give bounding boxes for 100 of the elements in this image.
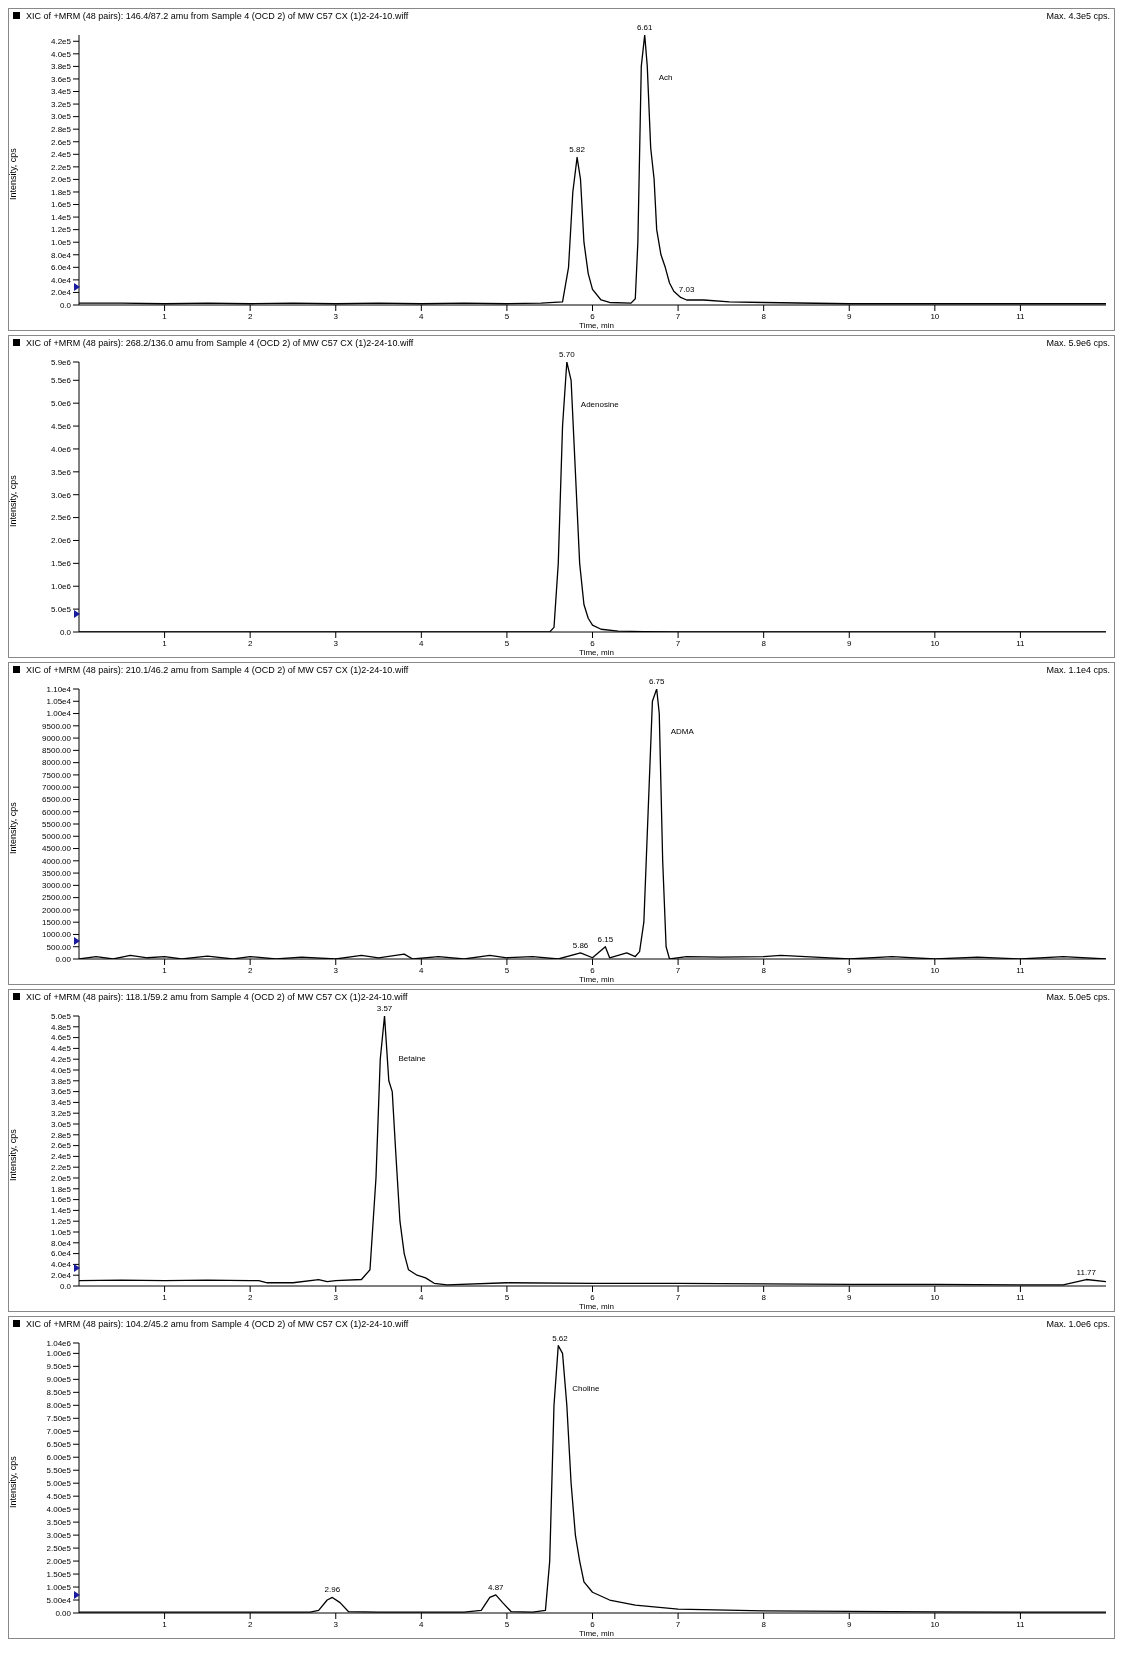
annotation: 7.03 — [678, 285, 695, 295]
x-tick-label: 5 — [504, 1619, 510, 1629]
chart-title: XIC of +MRM (48 pairs): 268.2/136.0 amu from Sample 4 (OCD 2) of MW C57 CX (1)2-24-10.wiff — [26, 338, 414, 348]
y-tick-label: 8.00e5 — [46, 1401, 72, 1411]
x-tick-label: 5 — [504, 965, 510, 975]
x-tick-label: 3 — [333, 965, 339, 975]
y-tick-label: 4.5e6 — [50, 421, 72, 431]
y-tick-label: 3.6e5 — [50, 1087, 72, 1097]
y-tick-label: 8.0e4 — [50, 250, 72, 260]
y-tick-label: 7.50e5 — [46, 1414, 72, 1424]
x-tick-label: 9 — [847, 638, 853, 648]
y-tick-label: 4.0e4 — [50, 275, 72, 285]
y-tick-label: 0.0 — [59, 300, 72, 310]
y-tick-label: 5.0e5 — [50, 604, 72, 614]
annotation: Adenosine — [580, 400, 620, 409]
x-tick-label: 1 — [162, 638, 168, 648]
y-tick-label: 9.50e5 — [46, 1362, 72, 1372]
y-tick-label: 1.0e6 — [50, 582, 72, 592]
y-tick-label: 5.0e5 — [50, 1011, 72, 1021]
x-tick-label: 10 — [930, 1619, 940, 1629]
x-tick-label: 2 — [247, 1619, 253, 1629]
y-tick-label: 5.5e6 — [50, 376, 72, 386]
y-tick-label: 0.00 — [55, 954, 72, 964]
x-tick-label: 1 — [162, 965, 168, 975]
x-axis-title: Time, min — [578, 648, 615, 657]
y-tick-label: 3.4e5 — [50, 87, 72, 97]
y-tick-label: 4500.00 — [42, 844, 72, 854]
y-tick-label: 4000.00 — [42, 856, 72, 866]
x-tick-label: 4 — [419, 1619, 425, 1629]
y-tick-label: 1.4e5 — [50, 212, 72, 222]
annotation: 3.57 — [376, 1004, 393, 1013]
y-tick-label: 2.0e5 — [50, 175, 72, 185]
y-tick-label: 5000.00 — [42, 832, 72, 842]
annotation: 4.87 — [488, 1582, 505, 1592]
x-tick-label: 10 — [930, 638, 940, 648]
chart-title: XIC of +MRM (48 pairs): 146.4/87.2 amu from Sample 4 (OCD 2) of MW C57 CX (1)2-24-10.wiff — [26, 11, 409, 21]
y-tick-label: 1.2e5 — [50, 225, 72, 235]
x-tick-label: 6 — [590, 1292, 596, 1302]
y-tick-label: 4.0e4 — [50, 1260, 72, 1270]
x-tick-label: 2 — [247, 1292, 253, 1302]
y-tick-label: 9000.00 — [42, 733, 72, 743]
y-tick-label: 5500.00 — [42, 819, 72, 829]
y-tick-label: 2000.00 — [42, 905, 72, 915]
y-tick-label: 3.2e5 — [50, 99, 72, 109]
x-tick-label: 1 — [162, 1292, 168, 1302]
annotation: 11.77 — [1076, 1267, 1097, 1277]
y-tick-label: 2500.00 — [42, 893, 72, 903]
x-tick-label: 9 — [847, 965, 853, 975]
x-tick-label: 10 — [930, 311, 940, 321]
x-tick-label: 3 — [333, 311, 339, 321]
x-tick-label: 5 — [504, 311, 510, 321]
y-tick-label: 8.50e5 — [46, 1388, 72, 1398]
x-tick-label: 11 — [1016, 965, 1026, 975]
y-tick-label: 3.8e5 — [50, 62, 72, 72]
y-tick-label: 6.0e4 — [50, 263, 72, 273]
x-tick-label: 6 — [590, 965, 596, 975]
y-tick-label: 1.8e5 — [50, 187, 72, 197]
x-tick-label: 7 — [675, 638, 681, 648]
y-tick-label: 3.8e5 — [50, 1076, 72, 1086]
y-tick-label: 1.4e5 — [50, 1206, 72, 1216]
chart-title: XIC of +MRM (48 pairs): 118.1/59.2 amu from Sample 4 (OCD 2) of MW C57 CX (1)2-24-10.wiff — [26, 992, 408, 1002]
y-tick-label: 1.04e6 — [46, 1338, 72, 1348]
y-tick-label: 6.00e5 — [46, 1453, 72, 1463]
y-tick-label: 4.8e5 — [50, 1022, 72, 1032]
y-tick-label: 2.2e5 — [50, 1163, 72, 1173]
y-tick-label: 2.8e5 — [50, 1130, 72, 1140]
y-tick-label: 6.50e5 — [46, 1440, 72, 1450]
x-tick-label: 1 — [162, 311, 168, 321]
annotation: ADMA — [670, 727, 695, 736]
x-tick-label: 5 — [504, 1292, 510, 1302]
y-tick-label: 5.0e6 — [50, 399, 72, 409]
x-tick-label: 7 — [675, 311, 681, 321]
y-tick-label: 7500.00 — [42, 770, 72, 780]
y-tick-label: 2.4e5 — [50, 1152, 72, 1162]
y-tick-label: 1.00e6 — [46, 1349, 72, 1359]
annotation: Choline — [572, 1383, 600, 1393]
y-tick-label: 4.0e5 — [50, 49, 72, 59]
x-tick-label: 9 — [847, 311, 853, 321]
x-axis-title: Time, min — [578, 975, 615, 984]
y-tick-label: 1.2e5 — [50, 1217, 72, 1227]
y-tick-label: 5.9e6 — [50, 357, 72, 367]
y-tick-label: 2.0e4 — [50, 288, 72, 298]
y-tick-label: 2.6e5 — [50, 1141, 72, 1151]
y-tick-label: 2.0e6 — [50, 536, 72, 546]
y-tick-label: 4.00e5 — [46, 1504, 72, 1514]
annotation: 6.15 — [597, 934, 614, 944]
x-tick-label: 4 — [419, 311, 425, 321]
y-tick-label: 1000.00 — [42, 930, 72, 940]
y-tick-label: 1.00e5 — [46, 1582, 72, 1592]
y-axis-title: Intensity, cps — [8, 1128, 19, 1181]
y-tick-label: 5.00e5 — [46, 1479, 72, 1489]
y-tick-label: 3.2e5 — [50, 1109, 72, 1119]
x-tick-label: 8 — [761, 311, 767, 321]
x-tick-label: 1 — [162, 1619, 168, 1629]
y-tick-label: 2.4e5 — [50, 150, 72, 160]
y-tick-label: 4.6e5 — [50, 1033, 72, 1043]
chart-subtitle: Max. 5.9e6 cps. — [1046, 338, 1110, 348]
chart-subtitle: Max. 4.3e5 cps. — [1046, 11, 1110, 21]
x-tick-label: 3 — [333, 638, 339, 648]
y-tick-label: 3000.00 — [42, 881, 72, 891]
